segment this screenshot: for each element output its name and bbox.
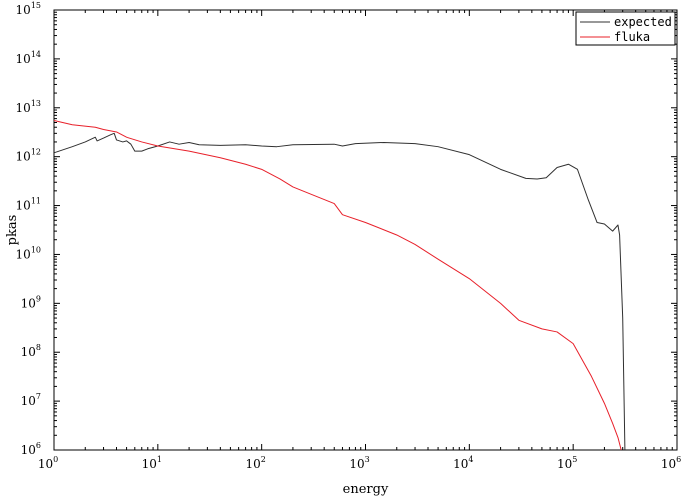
y-tick-base: 10 — [21, 394, 36, 408]
y-tick-exponent: 8 — [36, 343, 41, 352]
x-tick-base: 10 — [245, 457, 260, 471]
y-tick-base: 10 — [16, 199, 31, 213]
x-tick-exponent: 0 — [53, 455, 58, 464]
x-tick-exponent: 5 — [572, 455, 577, 464]
legend-label-expected: expected — [614, 15, 672, 29]
x-tick-base: 10 — [38, 457, 53, 471]
x-tick-exponent: 1 — [157, 455, 162, 464]
x-tick-label: 105 — [557, 455, 577, 471]
y-tick-label: 1010 — [16, 245, 41, 261]
x-tick-exponent: 6 — [676, 455, 681, 464]
y-tick-base: 10 — [16, 247, 31, 261]
plot-area — [53, 9, 678, 451]
x-tick-base: 10 — [142, 457, 157, 471]
y-tick-label: 1014 — [16, 50, 41, 66]
x-tick-label: 100 — [38, 455, 58, 471]
y-tick-exponent: 15 — [31, 1, 41, 10]
x-tick-label: 101 — [142, 455, 162, 471]
x-tick-label: 104 — [453, 455, 473, 471]
y-tick-exponent: 7 — [36, 392, 41, 401]
y-tick-base: 10 — [16, 150, 31, 164]
y-tick-base: 10 — [21, 443, 36, 457]
x-axis-title: energy — [343, 482, 389, 497]
y-tick-base: 10 — [16, 3, 31, 17]
y-tick-base: 10 — [16, 52, 31, 66]
y-tick-label: 107 — [21, 392, 41, 408]
y-tick-base: 10 — [21, 345, 36, 359]
x-tick-exponent: 2 — [261, 455, 266, 464]
legend: expected fluka — [575, 11, 676, 46]
y-tick-exponent: 12 — [31, 148, 41, 157]
x-tick-base: 10 — [557, 457, 572, 471]
y-tick-exponent: 9 — [36, 294, 41, 303]
y-tick-base: 10 — [21, 296, 36, 310]
x-tick-base: 10 — [661, 457, 676, 471]
series-lines — [53, 119, 626, 451]
y-tick-label: 106 — [21, 441, 41, 457]
y-tick-label: 109 — [21, 294, 41, 310]
y-tick-label: 1012 — [16, 148, 41, 164]
x-tick-base: 10 — [349, 457, 364, 471]
x-tick-exponent: 4 — [468, 455, 473, 464]
y-tick-label: 1015 — [16, 1, 41, 17]
y-tick-exponent: 10 — [31, 245, 41, 254]
x-tick-label: 103 — [349, 455, 369, 471]
y-tick-exponent: 6 — [36, 441, 41, 450]
series-line-expected — [53, 132, 626, 451]
y-tick-label: 1013 — [16, 99, 41, 115]
legend-label-fluka: fluka — [614, 30, 650, 44]
y-tick-base: 10 — [16, 101, 31, 115]
y-tick-exponent: 14 — [31, 50, 41, 59]
x-tick-exponent: 3 — [365, 455, 370, 464]
x-tick-base: 10 — [453, 457, 468, 471]
x-tick-label: 102 — [245, 455, 265, 471]
y-axis-title: pkas — [5, 215, 20, 246]
y-tick-exponent: 13 — [31, 99, 41, 108]
series-line-fluka — [53, 119, 622, 451]
legend-box — [575, 11, 676, 46]
y-tick-label: 108 — [21, 343, 41, 359]
y-tick-exponent: 11 — [31, 197, 41, 206]
x-tick-label: 106 — [661, 455, 681, 471]
y-tick-label: 1011 — [16, 197, 41, 213]
